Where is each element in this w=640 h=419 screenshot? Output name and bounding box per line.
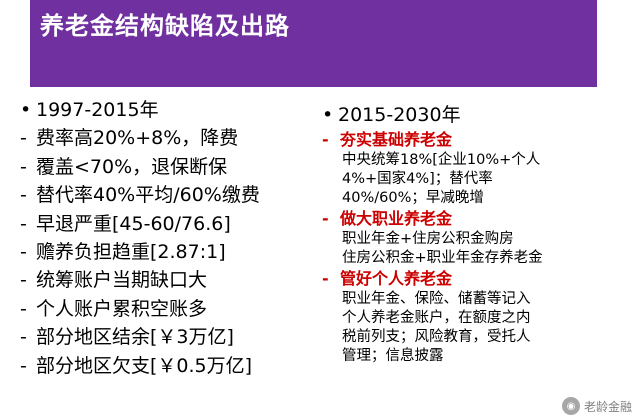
left-item: - 覆盖<70%，退保断保 [20,153,320,181]
dash-marker: - [20,297,27,320]
section-line: 4%+国家4%]；替代率 [342,171,493,187]
section-line: 职业年金、保险、储蓄等记入 [342,291,531,307]
left-item: - 部分地区结余[￥3万亿] [20,323,320,351]
dash-marker: - [322,209,329,228]
dash-marker: - [20,269,27,292]
section-line: 职业年金+住房公积金购房 [342,231,514,247]
left-item: - 替代率40%平均/60%缴费 [20,181,320,209]
dash-marker: - [20,212,27,235]
wechat-logo-icon: ◉ [561,397,580,415]
bullet-dot: • [20,99,32,121]
section-heading: - 管好个人养老金 [322,269,453,288]
section-line: 中央统筹18%[企业10%+个人 [342,152,541,168]
dash-marker: - [20,184,27,207]
section-heading: - 做大职业养老金 [322,209,453,228]
left-item: - 早退严重[45-60/76.6] [20,210,320,238]
left-item: - 费率高20%+8%，降费 [20,124,320,152]
section-line: 管理；信息披露 [342,348,444,364]
title-bar: 养老金结构缺陷及出路 [30,0,597,87]
section-line: 40%/60%；早减晚增 [342,190,484,206]
watermark: ◉ 老龄金融 [561,397,632,415]
left-item: - 赡养负担趋重[2.87:1] [20,238,320,266]
section-line: 住房公积金+职业年金存养老金 [342,250,543,266]
dash-marker: - [322,269,329,288]
left-column: • 1997-2015年 - 费率高20%+8%，降费 - 覆盖<70%，退保断保 -… [20,96,320,380]
left-item: - 个人账户累积空账多 [20,295,320,323]
bullet-dot: • [322,104,334,126]
dash-marker: - [322,130,329,149]
dash-marker: - [20,354,27,377]
dash-marker: - [20,326,27,349]
watermark-text: 老龄金融 [583,399,632,414]
left-item: - 统筹账户当期缺口大 [20,266,320,294]
section-heading: - 夯实基础养老金 [322,130,453,149]
right-header: • 2015-2030年 [322,101,640,129]
left-item: - 部分地区欠支[￥0.5万亿] [20,352,320,380]
left-header: • 1997-2015年 [20,96,320,124]
dash-marker: - [20,155,27,178]
slide-title: 养老金结构缺陷及出路 [40,12,290,40]
section-line: 税前列支；风险教育，受托人 [342,329,531,345]
dash-marker: - [20,240,27,263]
section-line: 个人养老金账户，在额度之内 [342,310,531,326]
right-column: • 2015-2030年 - 夯实基础养老金 中央统筹18%[企业10%+个人 4%… [322,101,640,366]
dash-marker: - [20,127,27,150]
